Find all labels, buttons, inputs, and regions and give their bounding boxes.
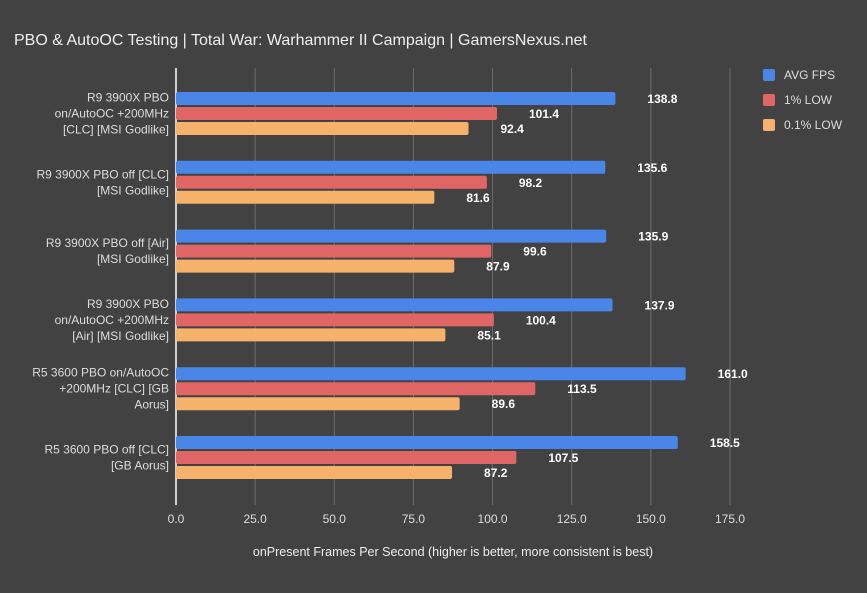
x-tick-label: 125.0 [557, 512, 587, 526]
x-tick-label: 0.0 [168, 512, 185, 526]
bar-0-1-low [176, 397, 460, 411]
data-label: 138.8 [647, 92, 677, 106]
bar-avg-fps [176, 298, 613, 312]
data-label: 158.5 [710, 436, 740, 450]
legend-swatch [763, 69, 775, 81]
bar-1-low [176, 382, 536, 396]
data-label: 135.9 [638, 230, 668, 244]
x-tick-label: 175.0 [715, 512, 745, 526]
bar-0-1-low [176, 328, 446, 342]
data-label: 87.9 [486, 260, 510, 274]
data-label: 101.4 [529, 107, 559, 121]
y-category-label: [GB Aorus] [111, 459, 169, 473]
bar-avg-fps [176, 436, 678, 449]
y-category-label: R9 3900X PBO off [CLC] [36, 167, 169, 181]
data-label: 87.2 [484, 466, 508, 480]
y-category-label: [Air] [MSI Godlike] [72, 329, 169, 343]
y-category-label: on/AutoOC +200MHz [55, 107, 169, 121]
data-label: 137.9 [645, 298, 675, 312]
legend-label: 1% LOW [784, 93, 833, 107]
legend-label: AVG FPS [784, 68, 835, 82]
y-category-label: [CLC] [MSI Godlike] [63, 123, 169, 137]
bar-avg-fps [176, 229, 607, 243]
legend-swatch [763, 119, 775, 131]
data-label: 89.6 [492, 397, 516, 411]
x-tick-label: 150.0 [636, 512, 666, 526]
bar-avg-fps [176, 367, 686, 381]
bar-0-1-low [176, 190, 435, 204]
data-label: 85.1 [477, 328, 501, 342]
x-tick-label: 25.0 [243, 512, 267, 526]
bar-avg-fps [176, 160, 606, 174]
chart-title: PBO & AutoOC Testing | Total War: Warham… [14, 32, 588, 49]
legend-swatch [763, 94, 775, 106]
y-category-label: R5 3600 PBO on/AutoOC [32, 366, 169, 380]
x-axis-label: onPresent Frames Per Second (higher is b… [253, 545, 653, 559]
y-category-label: +200MHz [CLC] [GB [59, 382, 169, 396]
bar-1-low [176, 244, 492, 258]
legend-label: 0.1% LOW [784, 118, 843, 132]
data-label: 98.2 [519, 176, 543, 190]
data-label: 107.5 [548, 451, 578, 465]
y-category-label: R9 3900X PBO [87, 297, 169, 311]
y-category-label: R9 3900X PBO off [Air] [46, 236, 169, 250]
data-label: 100.4 [526, 313, 556, 327]
y-category-label: Aorus] [134, 398, 169, 412]
bar-1-low [176, 175, 487, 189]
x-tick-label: 100.0 [478, 512, 508, 526]
data-label: 81.6 [466, 191, 490, 205]
bar-avg-fps [176, 92, 616, 105]
x-tick-label: 75.0 [402, 512, 426, 526]
y-category-label: [MSI Godlike] [97, 252, 169, 266]
data-label: 113.5 [567, 382, 597, 396]
bar-1-low [176, 107, 498, 120]
data-label: 99.6 [523, 245, 547, 259]
y-category-label: R5 3600 PBO off [CLC] [44, 443, 169, 457]
y-category-label: R9 3900X PBO [87, 91, 169, 105]
data-label: 92.4 [501, 122, 525, 136]
bar-0-1-low [176, 122, 469, 135]
y-category-label: on/AutoOC +200MHz [55, 313, 169, 327]
bar-0-1-low [176, 466, 453, 479]
x-tick-label: 50.0 [323, 512, 347, 526]
bar-1-low [176, 451, 517, 464]
data-label: 135.6 [637, 161, 667, 175]
y-category-label: [MSI Godlike] [97, 183, 169, 197]
bar-1-low [176, 313, 494, 327]
data-label: 161.0 [718, 367, 748, 381]
bar-0-1-low [176, 259, 455, 273]
